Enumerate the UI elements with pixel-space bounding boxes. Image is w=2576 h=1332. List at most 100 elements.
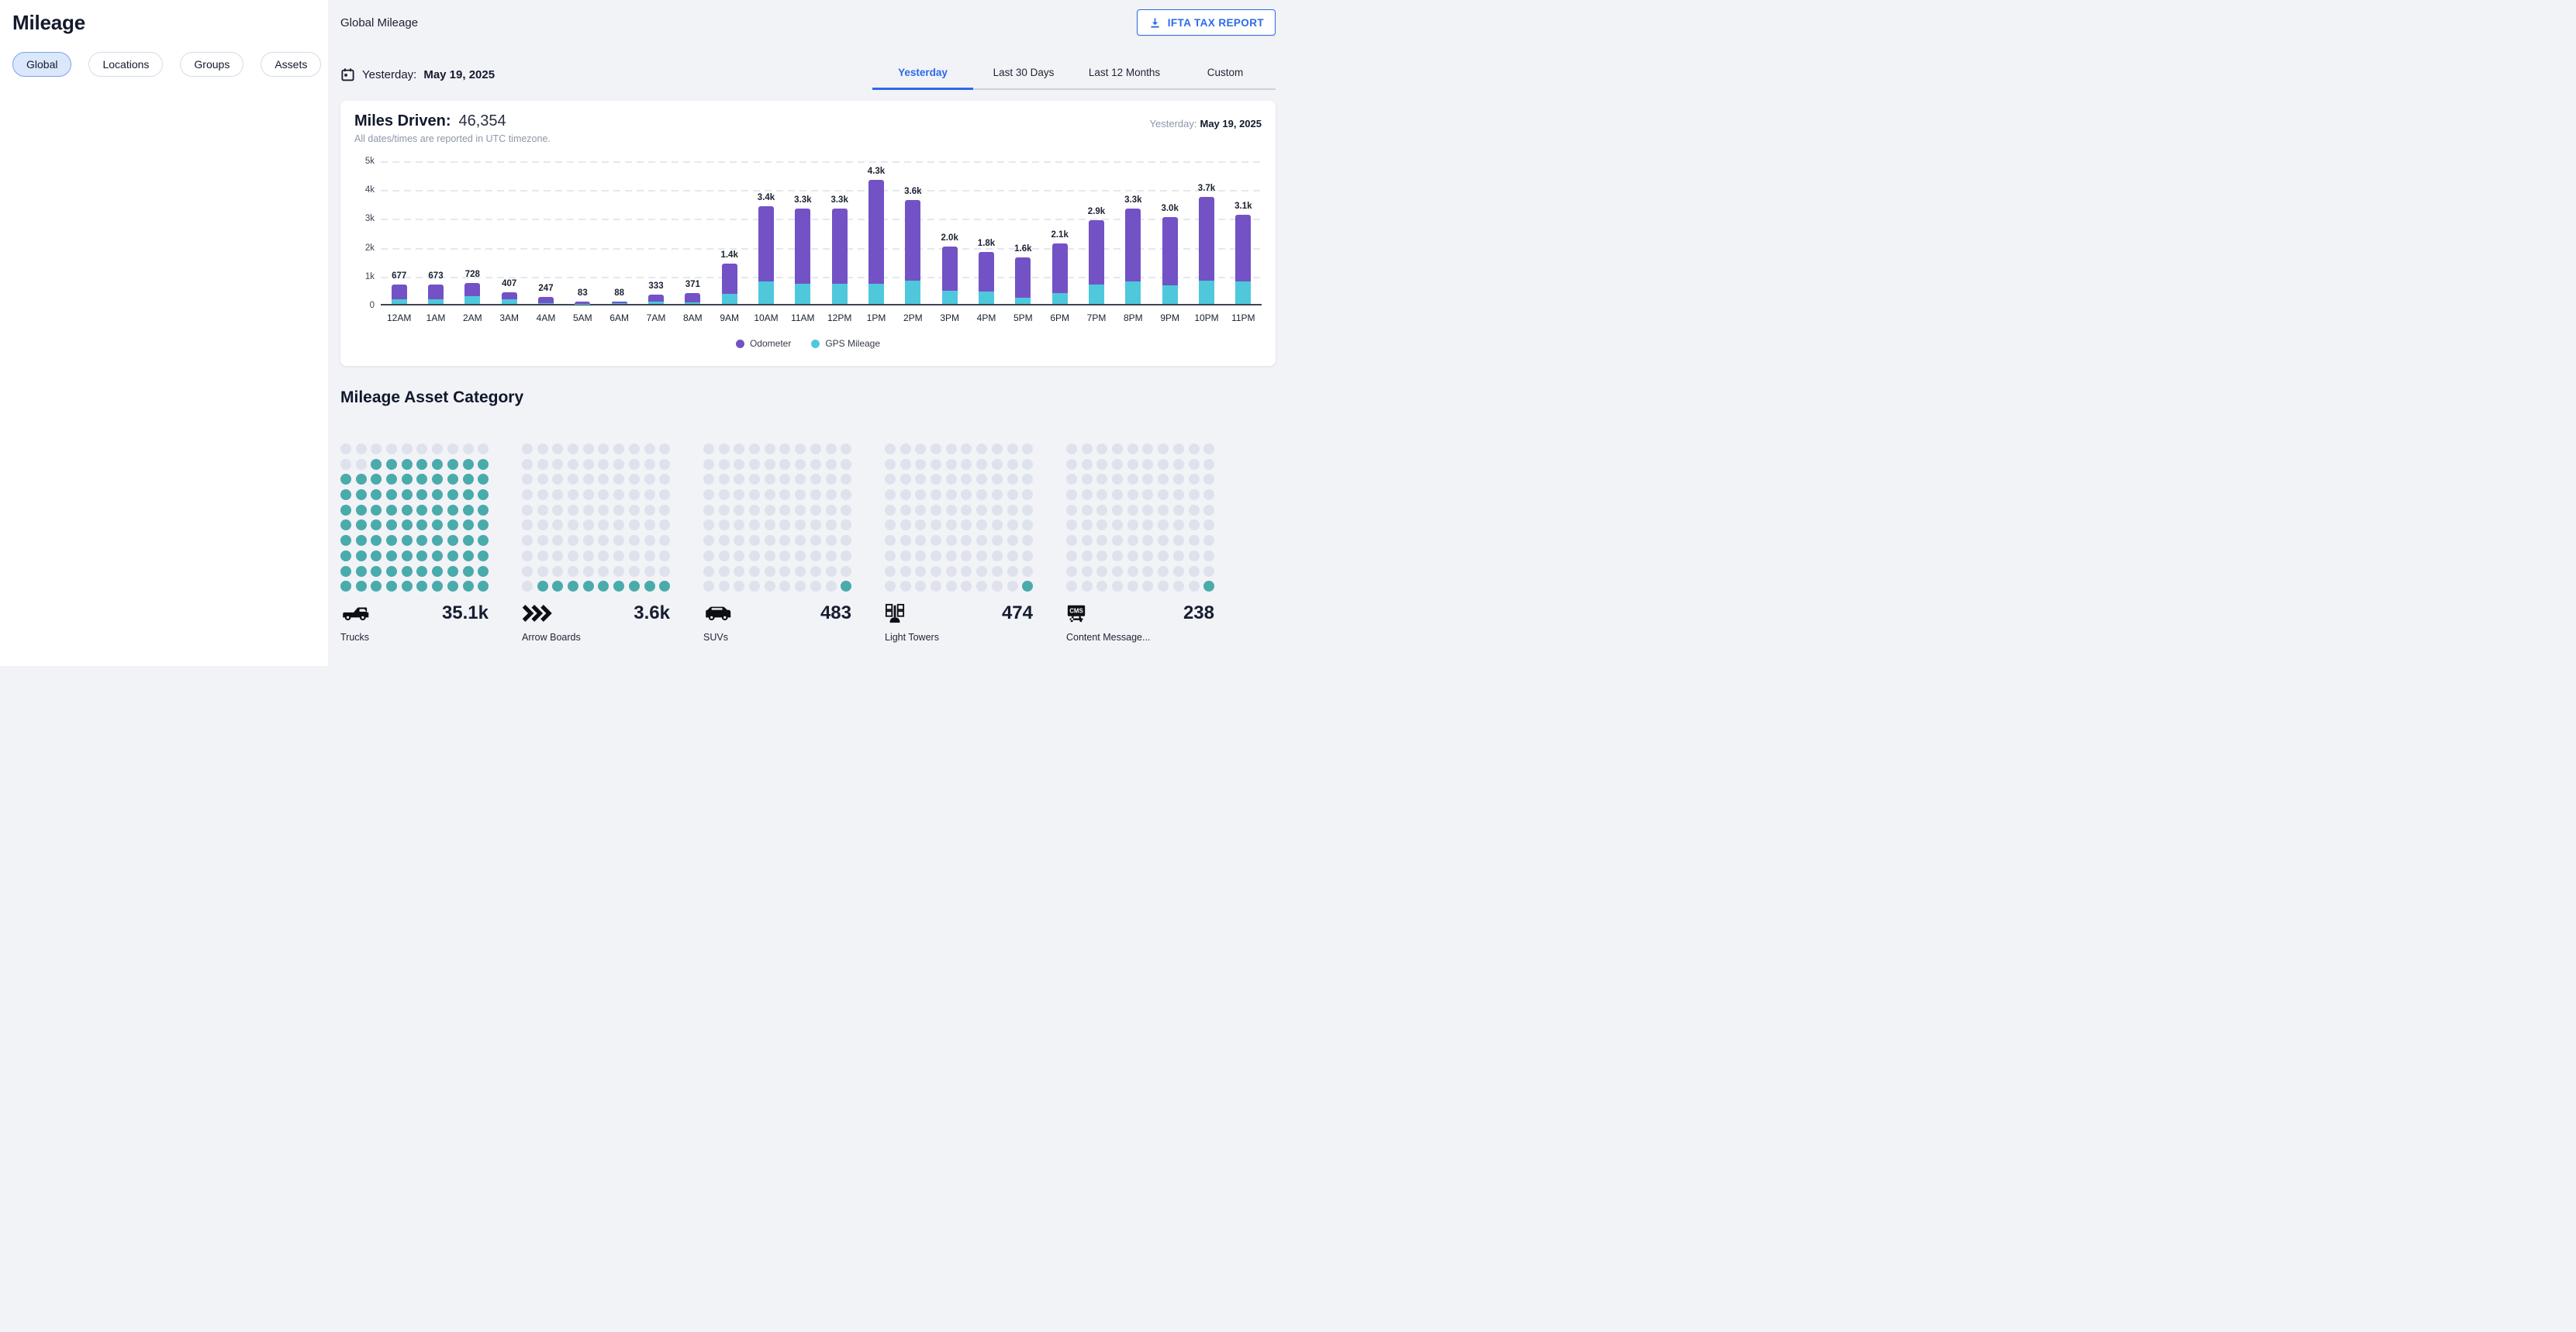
y-axis-tick: 0 [369, 301, 375, 310]
dot-empty [1203, 519, 1215, 531]
dot-empty [568, 535, 579, 547]
dot-filled [478, 535, 489, 547]
bar-3pm[interactable] [941, 246, 958, 304]
scope-tab-locations[interactable]: Locations [88, 52, 164, 77]
ifta-tax-report-button[interactable]: IFTA TAX REPORT [1136, 9, 1276, 36]
bar-9pm[interactable] [1162, 217, 1178, 304]
bar-1am[interactable] [428, 284, 444, 304]
dot-empty [340, 458, 351, 470]
dot-filled [401, 474, 413, 485]
dot-empty [552, 550, 564, 561]
dot-empty [718, 550, 730, 561]
bar-12am[interactable] [391, 284, 407, 304]
dot-matrix [1066, 443, 1215, 592]
dot-empty [764, 458, 775, 470]
period-tab-yesterday[interactable]: Yesterday [898, 67, 948, 78]
dot-empty [976, 550, 988, 561]
dot-empty [900, 565, 911, 577]
period-tab-last-12-months[interactable]: Last 12 Months [1088, 67, 1161, 78]
dot-empty [915, 535, 927, 547]
dot-empty [1007, 458, 1018, 470]
light-tower-icon [885, 603, 905, 623]
dot-empty [825, 443, 837, 454]
dot-empty [1096, 519, 1108, 531]
dot-empty [976, 581, 988, 592]
dot-empty [1172, 443, 1184, 454]
period-tab-last-30-days[interactable]: Last 30 Days [993, 67, 1055, 78]
bar-value-label: 247 [538, 283, 554, 293]
bar-1pm[interactable] [868, 180, 884, 304]
scope-tab-global[interactable]: Global [12, 52, 72, 77]
dot-empty [764, 550, 775, 561]
scope-tab-groups[interactable]: Groups [180, 52, 244, 77]
dot-empty [734, 474, 745, 485]
dot-empty [447, 443, 458, 454]
bar-7am[interactable] [648, 294, 664, 304]
dot-filled [1203, 581, 1215, 592]
dot-empty [1203, 504, 1215, 516]
asset-category-value: 35.1k [441, 602, 489, 624]
bar-2am[interactable] [464, 282, 481, 304]
bar-10am[interactable] [758, 205, 774, 304]
scope-tab-assets[interactable]: Assets [261, 52, 322, 77]
dot-empty [976, 474, 988, 485]
dot-empty [1188, 581, 1200, 592]
dot-empty [568, 565, 579, 577]
dot-filled [462, 565, 474, 577]
bar-10pm[interactable] [1199, 197, 1214, 304]
bar-12pm[interactable] [831, 209, 848, 304]
dot-empty [522, 535, 533, 547]
bar-2pm[interactable] [905, 200, 921, 304]
bar-6pm[interactable] [1051, 243, 1068, 304]
dot-empty [1066, 504, 1077, 516]
dot-filled [371, 489, 382, 501]
bar-9am[interactable] [721, 263, 737, 304]
dot-empty [885, 474, 896, 485]
gps-mileage-segment [391, 298, 407, 304]
dot-empty [1188, 519, 1200, 531]
bar-8pm[interactable] [1125, 209, 1141, 304]
x-axis-label: 9PM [1160, 312, 1179, 323]
bar-4pm[interactable] [979, 252, 994, 304]
dot-empty [1081, 565, 1093, 577]
dot-empty [915, 443, 927, 454]
bar-3am[interactable] [501, 292, 517, 304]
bar-11am[interactable] [795, 209, 811, 304]
period-tab-custom[interactable]: Custom [1207, 67, 1244, 78]
gps-mileage-segment [868, 283, 884, 304]
bar-11pm[interactable] [1235, 214, 1252, 304]
odometer-segment [831, 209, 848, 285]
dot-filled [416, 550, 428, 561]
bar-7pm[interactable] [1089, 220, 1104, 304]
dot-empty [945, 443, 957, 454]
dot-empty [1127, 519, 1138, 531]
dot-empty [552, 458, 564, 470]
bar-value-label: 88 [614, 288, 625, 298]
bar-6am[interactable] [611, 301, 627, 304]
x-axis-label: 2PM [903, 312, 923, 323]
bar-5am[interactable] [575, 301, 591, 304]
dot-empty [522, 550, 533, 561]
dot-empty [931, 565, 942, 577]
dot-empty [764, 443, 775, 454]
dot-empty [1142, 458, 1154, 470]
dot-empty [718, 489, 730, 501]
dot-empty [915, 489, 927, 501]
dot-empty [841, 535, 852, 547]
dot-empty [552, 443, 564, 454]
bar-value-label: 371 [685, 280, 700, 290]
x-axis-label: 10PM [1194, 312, 1219, 323]
dot-empty [991, 519, 1003, 531]
dot-empty [795, 550, 806, 561]
dot-filled [568, 581, 579, 592]
bar-5pm[interactable] [1015, 257, 1031, 304]
dot-empty [825, 550, 837, 561]
bar-8am[interactable] [685, 293, 701, 304]
odometer-segment [1125, 209, 1141, 282]
legend-item-odometer: Odometer [735, 338, 791, 349]
dot-empty [1172, 565, 1184, 577]
bar-4am[interactable] [538, 296, 554, 304]
dot-empty [1188, 550, 1200, 561]
dot-empty [810, 535, 821, 547]
legend-label: GPS Mileage [825, 338, 881, 349]
